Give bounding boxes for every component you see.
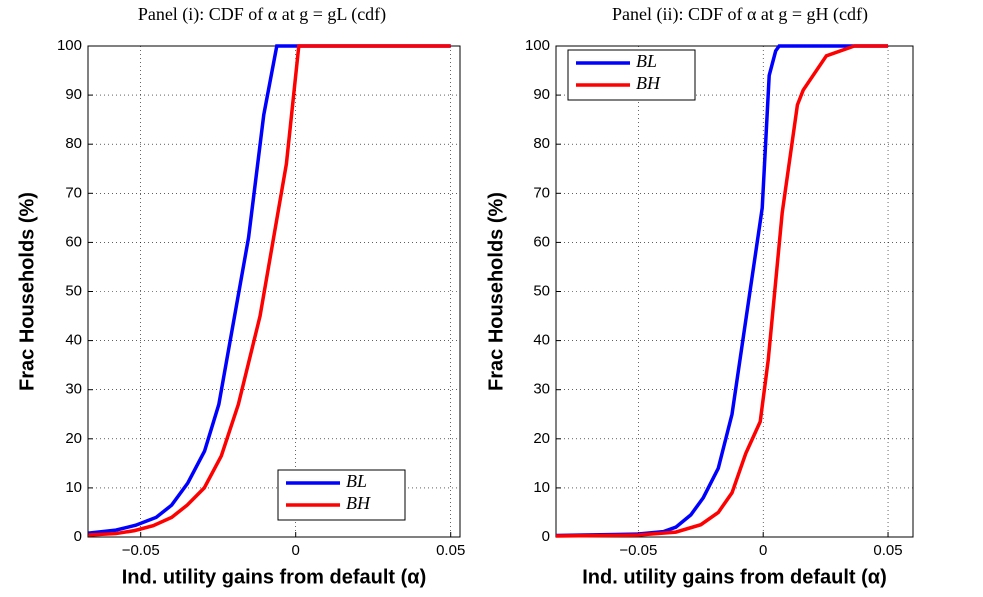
y-tick-label: 50 xyxy=(533,282,550,299)
y-tick-label: 60 xyxy=(65,233,82,250)
y-tick-label: 80 xyxy=(65,135,82,152)
x-tick-label: 0.05 xyxy=(873,542,902,559)
y-tick-label: 60 xyxy=(533,233,550,250)
y-tick-label: 20 xyxy=(65,430,82,447)
y-tick-label: 10 xyxy=(65,479,82,496)
y-tick-label: 70 xyxy=(533,184,550,201)
y-tick-label: 90 xyxy=(533,86,550,103)
line-series xyxy=(88,44,451,537)
y-tick-label: 0 xyxy=(74,528,82,545)
y-tick-label: 10 xyxy=(533,479,550,496)
legend-label: BH xyxy=(636,73,661,93)
y-tick-label: 30 xyxy=(533,381,550,398)
y-tick-label: 0 xyxy=(542,528,550,545)
x-tick-label: 0.05 xyxy=(436,542,465,559)
plot-frame xyxy=(87,45,461,538)
y-tick-label: 100 xyxy=(525,37,550,54)
legend-label: BL xyxy=(346,471,367,491)
y-tick-label: 40 xyxy=(65,332,82,349)
y-tick-label: 90 xyxy=(65,86,82,103)
chart-title: Panel (i): CDF of α at g = gL (cdf) xyxy=(138,4,386,25)
y-axis-label: Frac Households (%) xyxy=(16,192,38,391)
y-axis-label: Frac Households (%) xyxy=(485,192,507,391)
legend-box xyxy=(567,49,696,101)
y-tick-label: 70 xyxy=(65,184,82,201)
chart-title: Panel (ii): CDF of α at g = gH (cdf) xyxy=(612,4,868,25)
x-axis-label: Ind. utility gains from default (α) xyxy=(582,566,887,588)
y-tick-label: 40 xyxy=(533,332,550,349)
line-series xyxy=(555,44,889,538)
legend-box xyxy=(277,469,406,521)
legend-label: BL xyxy=(636,51,657,71)
y-tick-label: 80 xyxy=(533,135,550,152)
line-series xyxy=(88,44,451,535)
x-tick-label: −0.05 xyxy=(619,542,657,559)
x-tick-label: 0 xyxy=(759,542,767,559)
x-tick-label: 0 xyxy=(292,542,300,559)
line-series xyxy=(555,44,889,538)
x-tick-label: −0.05 xyxy=(122,542,160,559)
y-tick-label: 30 xyxy=(65,381,82,398)
plot-frame xyxy=(555,45,914,538)
y-tick-label: 100 xyxy=(57,37,82,54)
x-axis-label: Ind. utility gains from default (α) xyxy=(122,566,427,588)
legend-label: BH xyxy=(346,493,371,513)
y-tick-label: 20 xyxy=(533,430,550,447)
y-tick-label: 50 xyxy=(65,282,82,299)
